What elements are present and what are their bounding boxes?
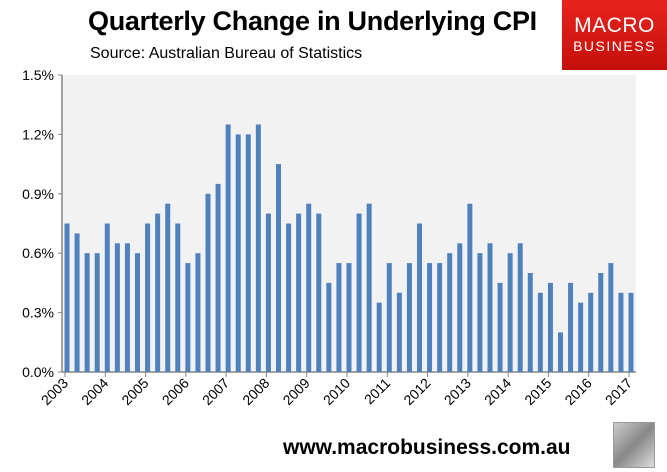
bar <box>547 282 553 372</box>
bar <box>628 292 634 372</box>
bar <box>517 243 523 372</box>
x-tick-label: 2010 <box>320 375 353 408</box>
y-tick-label: 0.9% <box>22 186 54 202</box>
bar <box>276 164 281 372</box>
x-tick-label: 2012 <box>400 375 433 408</box>
wolf-logo-image <box>613 422 655 468</box>
x-tick-label: 2016 <box>561 375 594 408</box>
bar <box>175 223 181 372</box>
bar <box>245 134 251 372</box>
bar <box>366 203 372 372</box>
bar <box>185 263 191 372</box>
bar <box>74 233 80 372</box>
x-tick-label: 2015 <box>521 375 554 408</box>
bar <box>497 282 503 372</box>
bar <box>286 223 292 372</box>
bar <box>437 263 443 372</box>
bar <box>165 203 171 372</box>
macrobusiness-logo: MACRO BUSINESS <box>562 0 667 70</box>
bar <box>417 223 422 372</box>
bar <box>507 253 513 372</box>
bar <box>406 263 412 372</box>
y-tick-label: 1.5% <box>22 67 54 83</box>
bar <box>457 243 463 372</box>
bar <box>447 253 453 372</box>
bar <box>487 243 493 372</box>
bar <box>578 302 584 372</box>
chart-title: Quarterly Change in Underlying CPI <box>88 6 537 36</box>
x-tick-label: 2014 <box>481 375 514 408</box>
logo-line1: MACRO <box>574 14 655 37</box>
bar <box>558 332 563 372</box>
bar <box>427 263 433 372</box>
bar <box>396 292 402 372</box>
x-tick-label: 2008 <box>239 375 272 408</box>
bar <box>537 292 543 372</box>
bar <box>84 253 90 372</box>
bar <box>124 243 130 372</box>
bar <box>568 282 574 372</box>
logo-line2: BUSINESS <box>573 38 656 54</box>
bar <box>114 243 120 372</box>
bar <box>235 134 241 372</box>
bar <box>104 223 110 372</box>
bar <box>205 193 211 372</box>
bar <box>195 253 201 372</box>
x-tick-label: 2017 <box>602 375 635 408</box>
y-tick-label: 0.3% <box>22 305 54 321</box>
bar <box>598 273 604 372</box>
bar <box>467 203 473 372</box>
chart-subtitle: Source: Australian Bureau of Statistics <box>90 45 363 62</box>
bar <box>265 213 271 372</box>
y-tick-label: 0.0% <box>22 364 54 380</box>
bar <box>64 223 70 372</box>
x-tick-label: 2013 <box>441 375 474 408</box>
y-tick-label: 0.6% <box>22 245 54 261</box>
bar <box>527 273 533 372</box>
x-tick-label: 2009 <box>279 375 312 408</box>
x-tick-label: 2006 <box>159 375 192 408</box>
footer-url: www.macrobusiness.com.au <box>283 436 571 459</box>
bar <box>588 292 594 372</box>
bar <box>155 213 161 372</box>
bar <box>608 263 614 372</box>
bar <box>255 124 261 372</box>
bar <box>376 302 382 372</box>
y-tick-label: 1.2% <box>22 126 54 142</box>
bar <box>135 253 140 372</box>
bar <box>316 213 322 372</box>
bar <box>477 253 483 372</box>
bar <box>225 124 231 372</box>
bar <box>296 213 302 372</box>
bar <box>94 253 100 372</box>
bar <box>215 183 221 372</box>
bar <box>326 282 332 372</box>
bar <box>145 223 151 372</box>
x-tick-label: 2005 <box>118 375 151 408</box>
bar <box>346 263 352 372</box>
x-tick-label: 2004 <box>78 375 111 408</box>
bar <box>306 203 312 372</box>
x-tick-label: 2011 <box>361 375 394 408</box>
bar <box>356 213 362 372</box>
bar <box>618 292 624 372</box>
x-tick-label: 2007 <box>199 375 232 408</box>
bar <box>386 263 392 372</box>
bar <box>336 263 342 372</box>
